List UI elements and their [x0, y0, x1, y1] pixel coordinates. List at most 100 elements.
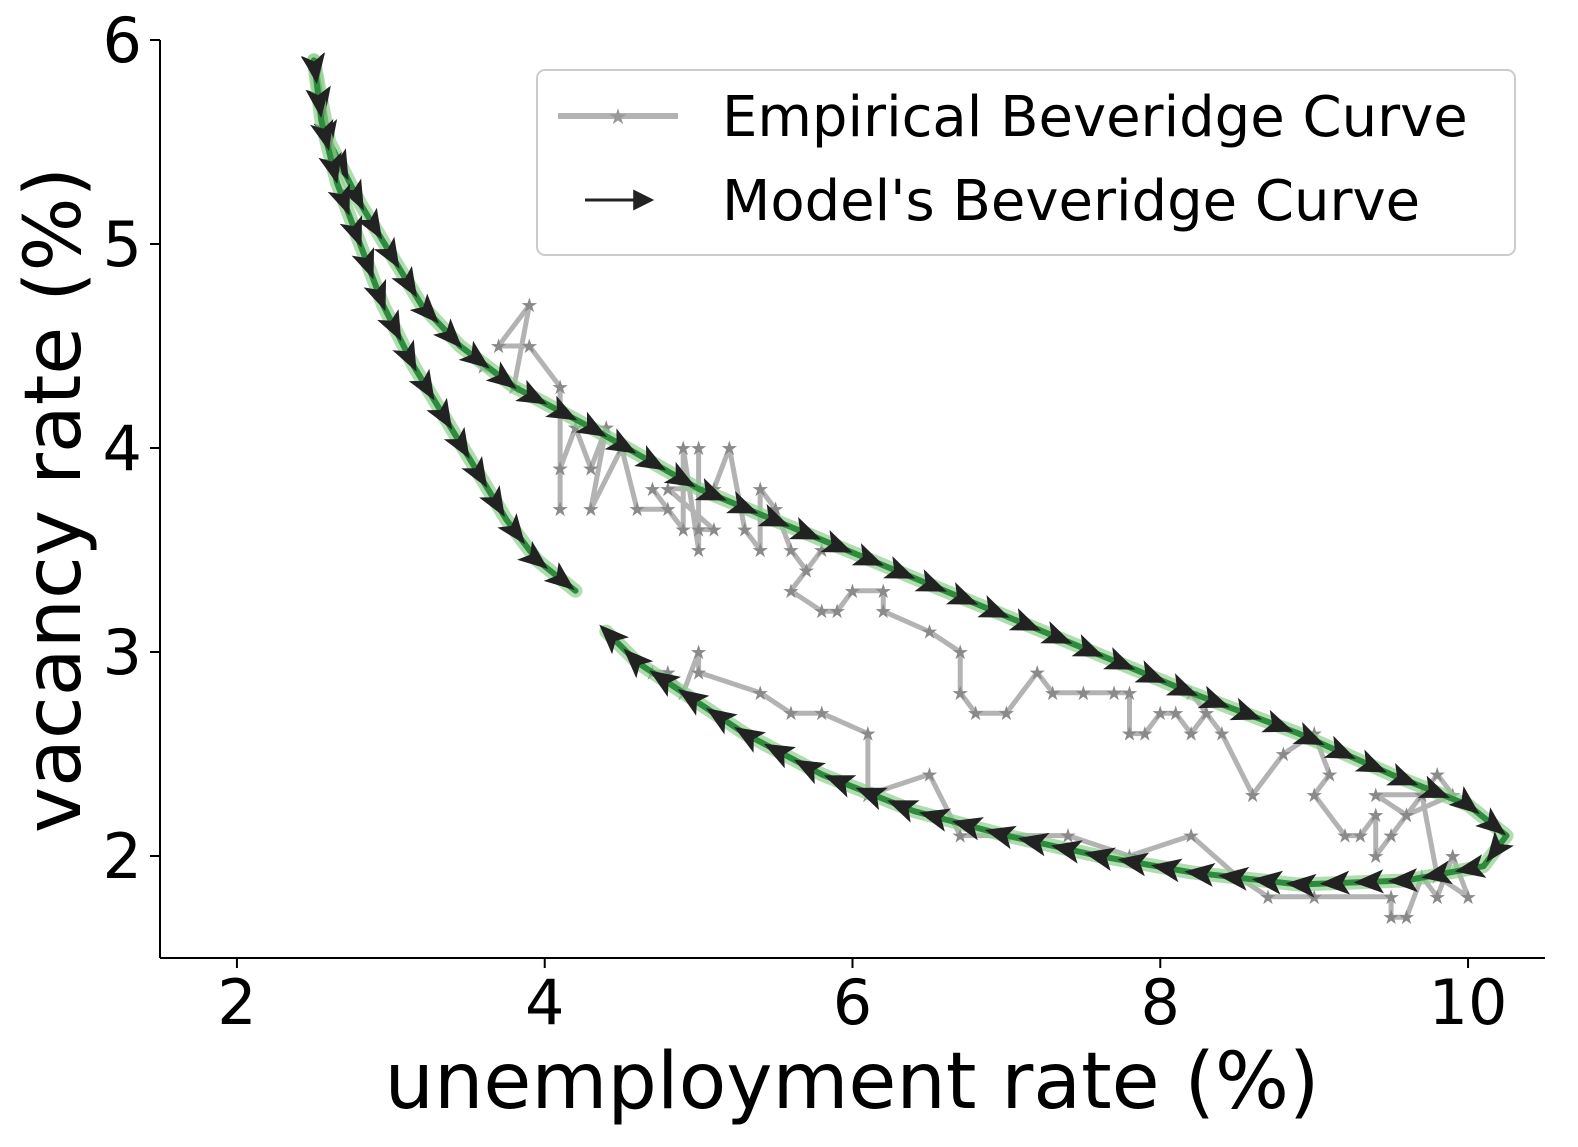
- empirical-point: ★: [690, 538, 708, 562]
- empirical-point: ★: [1321, 762, 1339, 786]
- model-arrow: [1386, 763, 1419, 786]
- empirical-point: ★: [582, 456, 600, 480]
- model-arrow: [663, 461, 696, 488]
- empirical-point: ★: [751, 477, 769, 501]
- model-arrow: [301, 52, 326, 85]
- model-arrow: [1285, 873, 1317, 898]
- y-axis-label: vacancy rate (%): [9, 167, 99, 833]
- model-arrow: [310, 118, 334, 151]
- empirical-point: ★: [813, 701, 831, 725]
- empirical-point: ★: [1244, 783, 1262, 807]
- model-arrow: [984, 825, 1017, 850]
- empirical-point: ★: [1167, 701, 1185, 725]
- empirical-point: ★: [1428, 885, 1446, 909]
- model-arrow: [1353, 869, 1385, 894]
- model-arrow: [914, 569, 947, 592]
- model-arrow: [443, 426, 470, 459]
- model-arrow: [734, 727, 767, 753]
- empirical-point: ★: [920, 762, 938, 786]
- y-tick-label: 6: [103, 4, 142, 77]
- model-arrow: [1050, 840, 1083, 864]
- model-arrow: [1017, 832, 1050, 857]
- empirical-point: ★: [1398, 905, 1416, 929]
- model-arrow: [339, 178, 364, 211]
- empirical-point: ★: [1121, 681, 1139, 705]
- model-arrow: [726, 490, 759, 514]
- model-arrow: [977, 595, 1010, 618]
- model-arrow: [479, 485, 505, 517]
- x-tick-label: 4: [525, 966, 564, 1039]
- x-ticks: 2 4 6 8 10: [217, 958, 1508, 1039]
- model-arrow: [677, 689, 710, 716]
- model-arrow: [543, 562, 575, 591]
- model-arrow: [634, 445, 667, 471]
- y-tick-label: 4: [103, 412, 142, 485]
- model-arrow: [823, 775, 857, 798]
- empirical-point: ★: [1136, 722, 1154, 746]
- legend: ★ Empirical Beveridge Curve Model's Beve…: [536, 69, 1516, 256]
- model-arrow: [851, 543, 885, 566]
- empirical-point: ★: [690, 660, 708, 684]
- empirical-point: ★: [705, 518, 723, 542]
- x-axis-label: unemployment rate (%): [385, 1037, 1320, 1127]
- empirical-point: ★: [1121, 722, 1139, 746]
- model-arrow: [793, 759, 826, 785]
- model-arrow: [515, 379, 548, 405]
- model-arrow: [1323, 735, 1356, 759]
- model-arrow: [649, 670, 681, 697]
- model-arrow: [1319, 870, 1351, 895]
- model-arrow: [1387, 868, 1418, 893]
- model-arrow: [1218, 866, 1250, 891]
- model-arrow: [545, 395, 578, 421]
- model-arrow: [1117, 852, 1150, 877]
- model-arrow: [820, 529, 853, 553]
- model-arrow: [1103, 647, 1136, 670]
- model-arrow: [1008, 608, 1042, 631]
- model-arrow: [1150, 858, 1183, 883]
- empirical-point: ★: [582, 497, 600, 521]
- empirical-point: ★: [997, 701, 1015, 725]
- model-arrow: [623, 648, 654, 679]
- model-arrow: [327, 183, 351, 216]
- empirical-point: ★: [782, 538, 800, 562]
- model-arrow: [1229, 697, 1262, 721]
- y-tick-label: 3: [103, 616, 142, 689]
- empirical-point: ★: [551, 375, 569, 399]
- empirical-point: ★: [1182, 824, 1200, 848]
- empirical-point: ★: [1367, 803, 1385, 827]
- plot-area: ★★ ★★★★★★★★ ★ ★★★★★★★★★★★★★★★★★★★★★ ★★★★★★ ★★…: [300, 52, 1514, 929]
- empirical-point: ★: [1398, 803, 1416, 827]
- empirical-point: ★: [1274, 742, 1292, 766]
- empirical-point: ★: [1382, 824, 1400, 848]
- x-tick-label: 8: [1141, 966, 1180, 1039]
- legend-empirical-label: Empirical Beveridge Curve: [722, 85, 1468, 150]
- empirical-point: ★: [844, 579, 862, 603]
- empirical-point: ★: [1074, 681, 1092, 705]
- model-arrow: [1165, 673, 1199, 696]
- model-arrow: [517, 540, 549, 570]
- empirical-point: ★: [551, 497, 569, 521]
- legend-model-label: Model's Beveridge Curve: [722, 169, 1420, 234]
- empirical-point: ★: [1351, 824, 1369, 848]
- model-arrow: [1292, 721, 1325, 746]
- empirical-point: ★: [1182, 722, 1200, 746]
- empirical-point: ★: [782, 579, 800, 603]
- model-arrow: [426, 397, 453, 430]
- model-arrow: [1184, 862, 1216, 887]
- model-arrow: [1071, 634, 1104, 657]
- model-arrow: [887, 800, 920, 823]
- empirical-point: ★: [751, 538, 769, 562]
- empirical-point: ★: [690, 518, 708, 542]
- empirical-point: ★: [490, 334, 508, 358]
- empirical-point: ★: [720, 436, 738, 460]
- model-arrow: [1134, 660, 1167, 683]
- empirical-point: ★: [520, 334, 538, 358]
- model-arrow: [377, 309, 402, 342]
- x-tick-label: 10: [1429, 966, 1508, 1039]
- empirical-point: ★: [674, 518, 692, 542]
- model-arrow: [788, 516, 822, 540]
- model-arrow: [1448, 786, 1480, 815]
- empirical-point: ★: [828, 599, 846, 623]
- model-arrow: [392, 339, 417, 372]
- empirical-point: ★: [1151, 701, 1169, 725]
